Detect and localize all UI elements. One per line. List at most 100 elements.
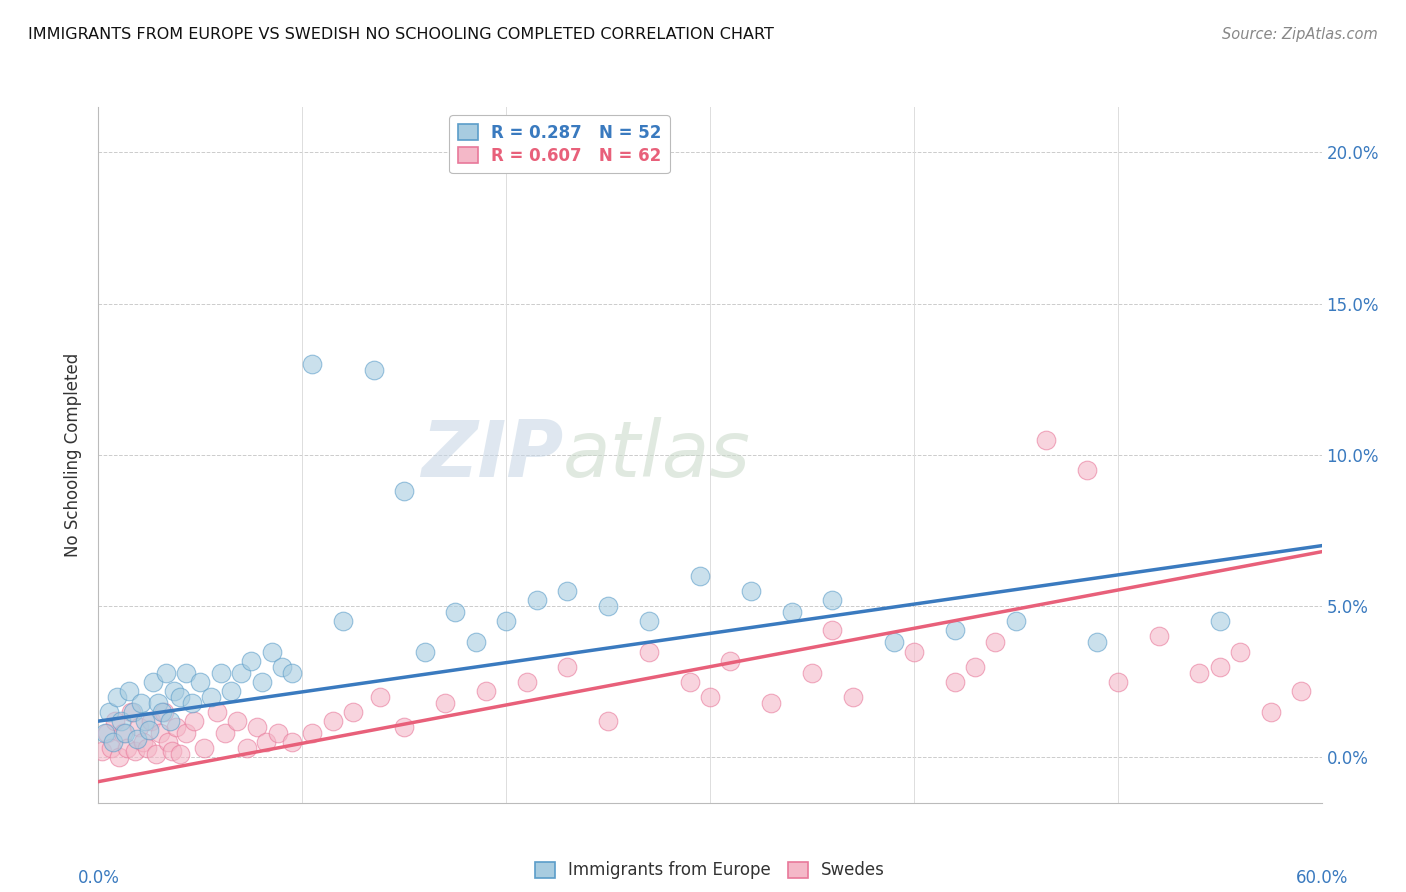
Point — [183, 714, 205, 728]
Point — [368, 690, 391, 704]
Text: Source: ZipAtlas.com: Source: ZipAtlas.com — [1222, 27, 1378, 42]
Point — [392, 484, 416, 499]
Point — [165, 720, 187, 734]
Point — [495, 615, 517, 629]
Point — [146, 696, 169, 710]
Text: ZIP: ZIP — [420, 417, 564, 493]
Point — [943, 674, 966, 689]
Point — [156, 735, 179, 749]
Point — [219, 684, 242, 698]
Point — [134, 714, 156, 728]
Point — [254, 735, 277, 749]
Point — [200, 690, 222, 704]
Point — [100, 741, 122, 756]
Point — [301, 357, 323, 371]
Point — [138, 723, 160, 738]
Point — [136, 741, 159, 756]
Point — [214, 726, 236, 740]
Point — [111, 726, 134, 740]
Point — [97, 705, 120, 719]
Point — [115, 741, 138, 756]
Point — [1208, 615, 1232, 629]
Text: IMMIGRANTS FROM EUROPE VS SWEDISH NO SCHOOLING COMPLETED CORRELATION CHART: IMMIGRANTS FROM EUROPE VS SWEDISH NO SCH… — [28, 27, 773, 42]
Point — [433, 696, 456, 710]
Point — [1035, 433, 1057, 447]
Point — [392, 720, 416, 734]
Point — [301, 726, 323, 740]
Point — [363, 363, 385, 377]
Point — [883, 635, 905, 649]
Point — [181, 696, 204, 710]
Point — [104, 714, 127, 728]
Point — [118, 684, 141, 698]
Point — [236, 741, 259, 756]
Point — [169, 690, 191, 704]
Point — [679, 674, 702, 689]
Point — [270, 659, 294, 673]
Point — [145, 747, 167, 762]
Point — [127, 732, 149, 747]
Point — [1260, 705, 1282, 719]
Point — [444, 605, 467, 619]
Point — [141, 714, 163, 728]
Point — [142, 674, 165, 689]
Point — [943, 624, 966, 638]
Point — [209, 665, 232, 680]
Point — [801, 665, 824, 680]
Point — [1085, 635, 1108, 649]
Point — [281, 665, 304, 680]
Point — [114, 726, 136, 740]
Point — [101, 735, 124, 749]
Point — [596, 599, 619, 614]
Legend: Immigrants from Europe, Swedes: Immigrants from Europe, Swedes — [527, 853, 893, 888]
Text: 60.0%: 60.0% — [1295, 870, 1348, 888]
Point — [120, 705, 142, 719]
Point — [128, 720, 150, 734]
Point — [596, 714, 619, 728]
Point — [1107, 674, 1129, 689]
Point — [342, 705, 364, 719]
Point — [322, 714, 344, 728]
Point — [332, 615, 354, 629]
Point — [740, 584, 762, 599]
Point — [260, 644, 283, 658]
Point — [188, 674, 212, 689]
Point — [1076, 463, 1098, 477]
Point — [841, 690, 863, 704]
Point — [281, 735, 304, 749]
Point — [169, 747, 191, 762]
Point — [267, 726, 290, 740]
Point — [759, 696, 782, 710]
Point — [413, 644, 436, 658]
Point — [160, 744, 183, 758]
Point — [1229, 644, 1251, 658]
Point — [699, 690, 721, 704]
Point — [246, 720, 269, 734]
Point — [557, 659, 579, 673]
Point — [903, 644, 925, 658]
Point — [174, 665, 197, 680]
Point — [638, 644, 661, 658]
Point — [1004, 615, 1026, 629]
Point — [557, 584, 579, 599]
Point — [163, 684, 186, 698]
Point — [1188, 665, 1211, 680]
Point — [720, 654, 742, 668]
Point — [984, 635, 1007, 649]
Point — [821, 624, 844, 638]
Point — [689, 569, 711, 583]
Point — [152, 705, 174, 719]
Point — [105, 690, 128, 704]
Point — [780, 605, 803, 619]
Point — [821, 593, 844, 607]
Point — [96, 726, 118, 740]
Point — [226, 714, 249, 728]
Point — [124, 744, 146, 758]
Point — [205, 705, 228, 719]
Point — [193, 741, 215, 756]
Point — [110, 714, 132, 728]
Point — [93, 726, 115, 740]
Point — [174, 726, 197, 740]
Point — [1291, 684, 1313, 698]
Y-axis label: No Schooling Completed: No Schooling Completed — [65, 353, 83, 557]
